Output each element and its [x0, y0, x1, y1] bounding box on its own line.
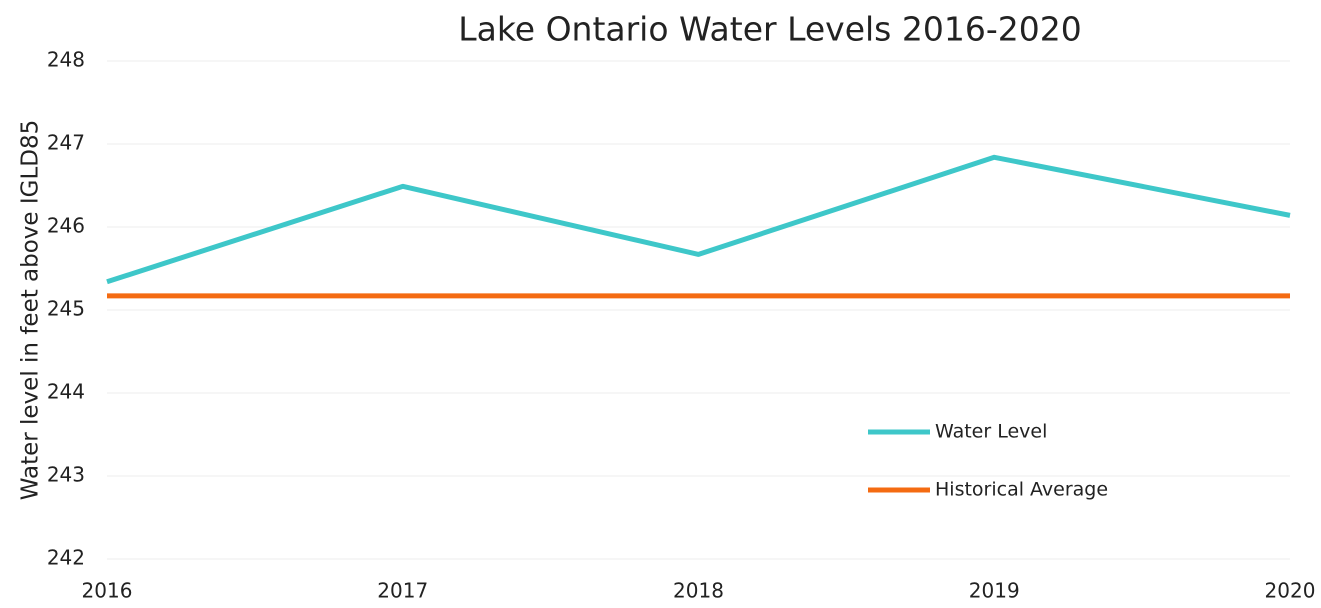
y-axis-label: Water level in feet above IGLD85	[18, 120, 44, 501]
x-tick-label: 2018	[673, 579, 724, 603]
x-tick-label: 2016	[82, 579, 133, 603]
legend-label: Water Level	[935, 421, 1047, 443]
x-tick-label: 2019	[969, 579, 1020, 603]
x-tick-label: 2020	[1265, 579, 1316, 603]
y-tick-label: 243	[47, 463, 85, 487]
y-tick-label: 248	[47, 48, 85, 72]
x-tick-label: 2017	[377, 579, 428, 603]
data-line	[106, 154, 1291, 285]
y-tick-label: 246	[47, 214, 85, 238]
legend-label: Historical Average	[935, 479, 1108, 501]
y-tick-label: 245	[47, 297, 85, 321]
y-tick-label: 242	[47, 546, 85, 570]
chart-title: Lake Ontario Water Levels 2016-2020	[458, 10, 1082, 49]
y-tick-label: 244	[47, 380, 85, 404]
y-tick-label: 247	[47, 131, 85, 155]
